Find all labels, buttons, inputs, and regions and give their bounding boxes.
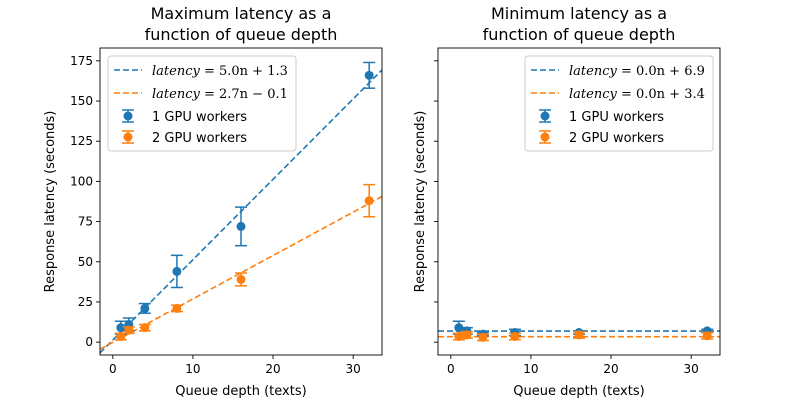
panel-2-legend-fit-label: latency = 0.0n + 3.4 [569,87,705,102]
panels: Maximum latency as a function of queue de… [43,4,721,399]
panel-1-y-axis-label: Response latency (seconds) [43,111,58,293]
panel-1-xtick-label: 10 [185,362,200,376]
panel-1-data-point [124,325,134,335]
panel-1-legend-marker-swatch [123,132,133,142]
panel-2-legend-marker-swatch [540,111,550,121]
panel-2-x-axis-label: Queue depth (texts) [513,384,644,399]
panel-1-ytick-label: 125 [70,134,93,148]
panel-1-series-2 [114,183,376,342]
panel-1-xtick-label: 30 [346,362,361,376]
panel-1-data-point [172,303,182,313]
panel-1-data [100,61,382,354]
panel-2-legend: latency = 0.0n + 6.9 latency = 0.0n + 3.4… [524,55,714,152]
panel-1-title-line-2: function of queue depth [145,25,338,44]
panel-2-data-point [454,332,464,342]
panel-1-axes-frame [99,47,383,356]
panel-2-data-point [574,330,584,340]
panel-1-legend: latency = 5.0n + 1.3 latency = 2.7n − 0.1… [107,55,297,152]
panel-1: Maximum latency as a function of queue de… [43,4,383,399]
panel-2-data-point [702,331,712,341]
panel-2-axes-frame [437,47,721,356]
panel-1-data-point [172,266,182,276]
panel-1-xtick-label: 20 [265,362,280,376]
panel-2-y-axis-label: Response latency (seconds) [413,111,428,293]
panel-2-legend-series-label: 2 GPU workers [569,131,664,146]
panel-1-legend-frame [107,55,297,152]
panel-1-legend-series-label: 1 GPU workers [152,110,247,125]
panel-2-data-point [462,330,472,340]
panel-2: Minimum latency as a function of queue de… [413,4,721,399]
panel-1-ytick-label: 150 [70,94,93,108]
panel-1-ytick-label: 100 [70,174,93,188]
panel-1-ytick-label: 0 [85,335,93,349]
panel-2-xtick-label: 0 [447,362,455,376]
panel-2-legend-fit-label: latency = 0.0n + 6.9 [569,64,705,79]
panel-2-data-point [510,332,520,342]
panel-1-data-point [236,221,246,231]
panel-1-data-point [140,303,150,313]
panel-1-data-point [116,332,126,342]
panel-2-xtick-label: 20 [603,362,618,376]
panel-1-legend-series-label: 2 GPU workers [152,131,247,146]
panel-1-title-line-1: Maximum latency as a [151,4,332,23]
panel-2-title-line-2: function of queue depth [483,25,676,44]
panel-1-data-point [364,70,374,80]
panel-1-ytick-label: 50 [78,255,93,269]
panel-2-xtick-label: 30 [684,362,699,376]
panel-1-ytick-label: 25 [78,295,93,309]
panel-2-xtick-label: 10 [523,362,538,376]
panel-1-legend-fit-label: latency = 5.0n + 1.3 [152,64,288,79]
panel-2-data [438,320,720,342]
panel-1-data-point [116,323,126,333]
panel-1-legend-marker-swatch [123,111,133,121]
panel-1-data-point [364,196,374,206]
panel-1-ytick-label: 175 [70,54,93,68]
panel-2-legend-frame [524,55,714,152]
panel-1-x-axis-label: Queue depth (texts) [175,384,306,399]
panel-2-legend-marker-swatch [540,132,550,142]
panel-2-title-line-1: Minimum latency as a [491,4,667,23]
panel-1-data-point [236,274,246,284]
panel-2-series-2 [452,330,714,342]
panel-2-legend-series-label: 1 GPU workers [569,110,664,125]
panel-1-xtick-label: 0 [109,362,117,376]
panel-2-data-point [454,323,464,333]
panel-1-legend-fit-label: latency = 2.7n − 0.1 [152,87,288,102]
panel-2-data-point [478,332,488,342]
panel-1-data-point [140,323,150,333]
panel-1-ytick-label: 75 [78,215,93,229]
